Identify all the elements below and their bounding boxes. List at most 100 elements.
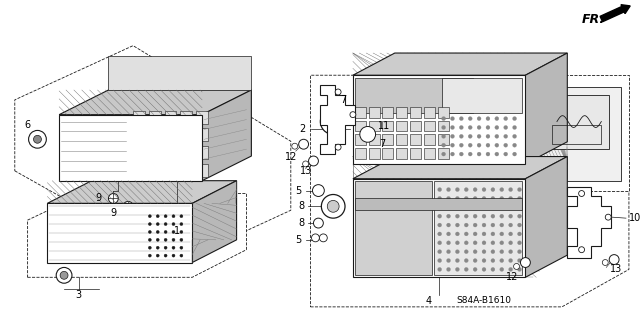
Text: 3: 3	[76, 290, 82, 300]
Polygon shape	[15, 46, 291, 263]
Bar	[369, 107, 380, 118]
Circle shape	[509, 267, 513, 271]
Circle shape	[460, 125, 463, 130]
Circle shape	[451, 125, 454, 130]
Bar	[369, 148, 380, 159]
Bar	[434, 181, 522, 275]
Text: 11: 11	[378, 122, 390, 131]
Circle shape	[172, 238, 175, 241]
Bar	[180, 111, 192, 123]
Bar	[424, 148, 435, 159]
Circle shape	[56, 267, 72, 283]
Polygon shape	[108, 56, 252, 90]
Text: 1: 1	[174, 226, 180, 236]
Text: 7: 7	[340, 95, 346, 105]
Circle shape	[509, 188, 513, 191]
Circle shape	[491, 232, 495, 236]
Circle shape	[321, 195, 345, 218]
Circle shape	[447, 188, 451, 191]
Circle shape	[491, 188, 495, 191]
Circle shape	[447, 267, 451, 271]
Circle shape	[473, 223, 477, 227]
Bar	[424, 121, 435, 131]
Text: 6: 6	[24, 120, 31, 130]
Circle shape	[509, 214, 513, 218]
Circle shape	[468, 143, 472, 147]
Circle shape	[482, 232, 486, 236]
Bar	[438, 121, 449, 131]
Bar	[133, 164, 145, 177]
Circle shape	[464, 259, 468, 263]
Bar	[410, 148, 421, 159]
Polygon shape	[202, 90, 252, 181]
Circle shape	[464, 205, 468, 209]
Circle shape	[486, 134, 490, 138]
Circle shape	[473, 259, 477, 263]
Text: 13: 13	[300, 166, 312, 176]
Circle shape	[442, 125, 445, 130]
Circle shape	[172, 246, 175, 249]
Circle shape	[447, 214, 451, 218]
Circle shape	[456, 188, 460, 191]
Circle shape	[482, 214, 486, 218]
Circle shape	[509, 250, 513, 254]
Circle shape	[292, 143, 298, 149]
Circle shape	[473, 241, 477, 245]
Circle shape	[491, 267, 495, 271]
Bar	[552, 124, 602, 144]
Polygon shape	[59, 90, 252, 115]
Circle shape	[456, 241, 460, 245]
Circle shape	[491, 197, 495, 200]
Circle shape	[438, 188, 442, 191]
Bar	[355, 121, 365, 131]
Circle shape	[509, 205, 513, 209]
Circle shape	[164, 215, 167, 218]
Circle shape	[456, 214, 460, 218]
Circle shape	[468, 125, 472, 130]
Circle shape	[438, 223, 442, 227]
Bar	[442, 78, 522, 113]
Text: 9: 9	[110, 208, 116, 218]
Circle shape	[148, 215, 151, 218]
Circle shape	[513, 117, 516, 121]
Circle shape	[442, 134, 445, 138]
Polygon shape	[59, 115, 128, 181]
Circle shape	[495, 117, 499, 121]
Circle shape	[456, 197, 460, 200]
Circle shape	[495, 143, 499, 147]
Bar	[149, 111, 161, 123]
Circle shape	[482, 259, 486, 263]
Circle shape	[464, 241, 468, 245]
Circle shape	[438, 259, 442, 263]
Bar	[180, 129, 192, 141]
Circle shape	[438, 232, 442, 236]
Polygon shape	[353, 157, 567, 179]
Circle shape	[326, 115, 340, 129]
Circle shape	[447, 197, 451, 200]
Bar	[540, 87, 621, 181]
Polygon shape	[532, 75, 629, 190]
Text: 9: 9	[95, 193, 102, 204]
Bar	[438, 134, 449, 145]
Bar	[369, 121, 380, 131]
Circle shape	[460, 152, 463, 156]
Circle shape	[482, 241, 486, 245]
Circle shape	[464, 250, 468, 254]
Circle shape	[148, 223, 151, 226]
Circle shape	[504, 152, 508, 156]
Circle shape	[518, 232, 522, 236]
Circle shape	[442, 117, 445, 121]
Circle shape	[609, 255, 619, 264]
Circle shape	[456, 232, 460, 236]
Circle shape	[500, 214, 504, 218]
Bar	[146, 210, 189, 260]
Bar	[149, 164, 161, 177]
Bar	[149, 146, 161, 159]
Circle shape	[477, 143, 481, 147]
Circle shape	[509, 232, 513, 236]
Circle shape	[464, 267, 468, 271]
Bar	[410, 121, 421, 131]
Circle shape	[29, 130, 46, 148]
Bar	[164, 111, 177, 123]
Circle shape	[460, 143, 463, 147]
